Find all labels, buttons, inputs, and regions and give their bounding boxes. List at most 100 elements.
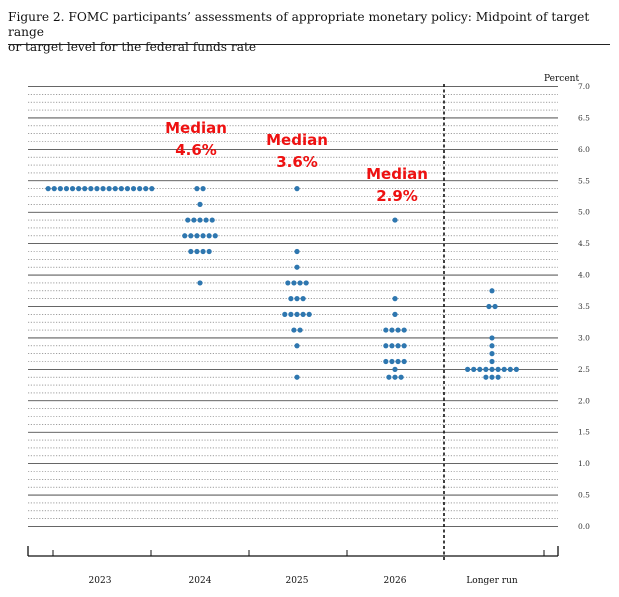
y-tick-label: 3.0 [578, 333, 590, 342]
participant-dot [76, 186, 82, 192]
participant-dot [471, 366, 477, 372]
participant-dot [212, 233, 218, 239]
participant-dot [294, 264, 300, 270]
median-value: 3.6% [276, 153, 318, 171]
x-category-label: Longer run [466, 576, 518, 586]
participant-dot [185, 217, 191, 223]
y-tick-label: 0.0 [578, 522, 590, 531]
participant-dot [389, 358, 395, 365]
participant-dot [69, 186, 76, 192]
x-category-label: 2023 [89, 576, 112, 586]
participant-dot [383, 358, 389, 365]
participant-dot [106, 186, 112, 192]
participant-dot [306, 311, 312, 317]
participant-dot [143, 186, 149, 192]
y-tick-label: 7.0 [578, 82, 590, 91]
participant-dot [489, 335, 495, 341]
participant-dot [489, 288, 495, 294]
participant-dot [401, 327, 407, 333]
participant-dot [82, 186, 88, 192]
participant-dot [291, 280, 297, 286]
participant-dot [294, 311, 300, 317]
participant-dot [282, 311, 288, 317]
participant-dot [200, 186, 206, 192]
participant-dot [197, 280, 203, 286]
participant-dot [489, 351, 495, 357]
y-tick-label: 1.0 [578, 459, 590, 468]
participant-dot [194, 248, 200, 255]
participant-dot [100, 186, 106, 192]
participant-dot [489, 343, 495, 349]
participant-dot [200, 248, 206, 255]
participant-dot [383, 327, 389, 333]
title-divider [8, 44, 610, 45]
participant-dot [294, 248, 300, 255]
participant-dot [206, 248, 212, 255]
participant-dot [401, 358, 407, 365]
median-label: Median [366, 165, 428, 183]
participant-dot [206, 233, 212, 239]
participant-dot [294, 296, 300, 302]
participant-dot [495, 374, 501, 380]
y-tick-label: 4.0 [578, 271, 590, 280]
participant-dot [294, 374, 300, 380]
participant-dot [63, 186, 70, 192]
participant-dot [194, 186, 200, 192]
participant-dot [294, 186, 300, 192]
y-tick-label: 2.0 [578, 396, 590, 405]
x-category-label: 2026 [384, 576, 407, 586]
participant-dot [392, 311, 398, 317]
participant-dot [303, 280, 309, 286]
participant-dot [392, 374, 398, 380]
participant-dot [94, 186, 100, 192]
participant-dot [492, 303, 498, 310]
y-tick-label: 0.5 [578, 491, 590, 500]
participant-dot [297, 280, 303, 286]
participant-dot [124, 186, 131, 192]
participant-dot [197, 217, 203, 223]
participant-dot [191, 217, 197, 223]
participant-dot [209, 217, 215, 223]
participant-dot [389, 343, 395, 349]
y-tick-label: 5.0 [578, 208, 590, 217]
participant-dot [395, 358, 401, 365]
participant-dot [297, 327, 303, 333]
participant-dot [392, 217, 398, 223]
annotation-layer: Median 4.6% Median 3.6% Median 2.9% [165, 119, 428, 205]
participant-dot [203, 217, 209, 223]
participant-dot [200, 233, 206, 239]
median-value: 4.6% [175, 141, 217, 159]
participant-dot [197, 201, 203, 207]
figure-title: Figure 2. FOMC participants’ assessments… [8, 10, 608, 55]
participant-dot [194, 233, 200, 239]
y-tick-label: 6.5 [578, 113, 590, 122]
participant-dot [398, 374, 404, 380]
y-tick-label: 3.5 [578, 302, 590, 311]
participant-dot [392, 366, 398, 372]
figure-title-line2: or target level for the federal funds ra… [8, 40, 257, 54]
participant-dot [300, 311, 306, 317]
participant-dot [489, 366, 495, 372]
participant-dot [137, 186, 143, 192]
dot-layer [45, 186, 520, 380]
participant-dot [51, 186, 57, 192]
participant-dot [112, 186, 118, 192]
participant-dot [486, 303, 492, 310]
y-tick-label: 1.5 [578, 428, 590, 437]
participant-dot [477, 366, 483, 372]
participant-dot [501, 366, 507, 372]
y-axis-label: Percent [544, 74, 579, 84]
participant-dot [294, 343, 300, 349]
participant-dot [285, 280, 291, 286]
participant-dot [383, 343, 389, 349]
participant-dot [88, 186, 94, 192]
median-label: Median [266, 131, 328, 149]
participant-dot [483, 374, 489, 380]
participant-dot [300, 296, 306, 302]
participant-dot [45, 186, 51, 192]
participant-dot [288, 311, 294, 317]
participant-dot [513, 366, 520, 372]
participant-dot [288, 296, 294, 302]
participant-dot [386, 374, 392, 380]
